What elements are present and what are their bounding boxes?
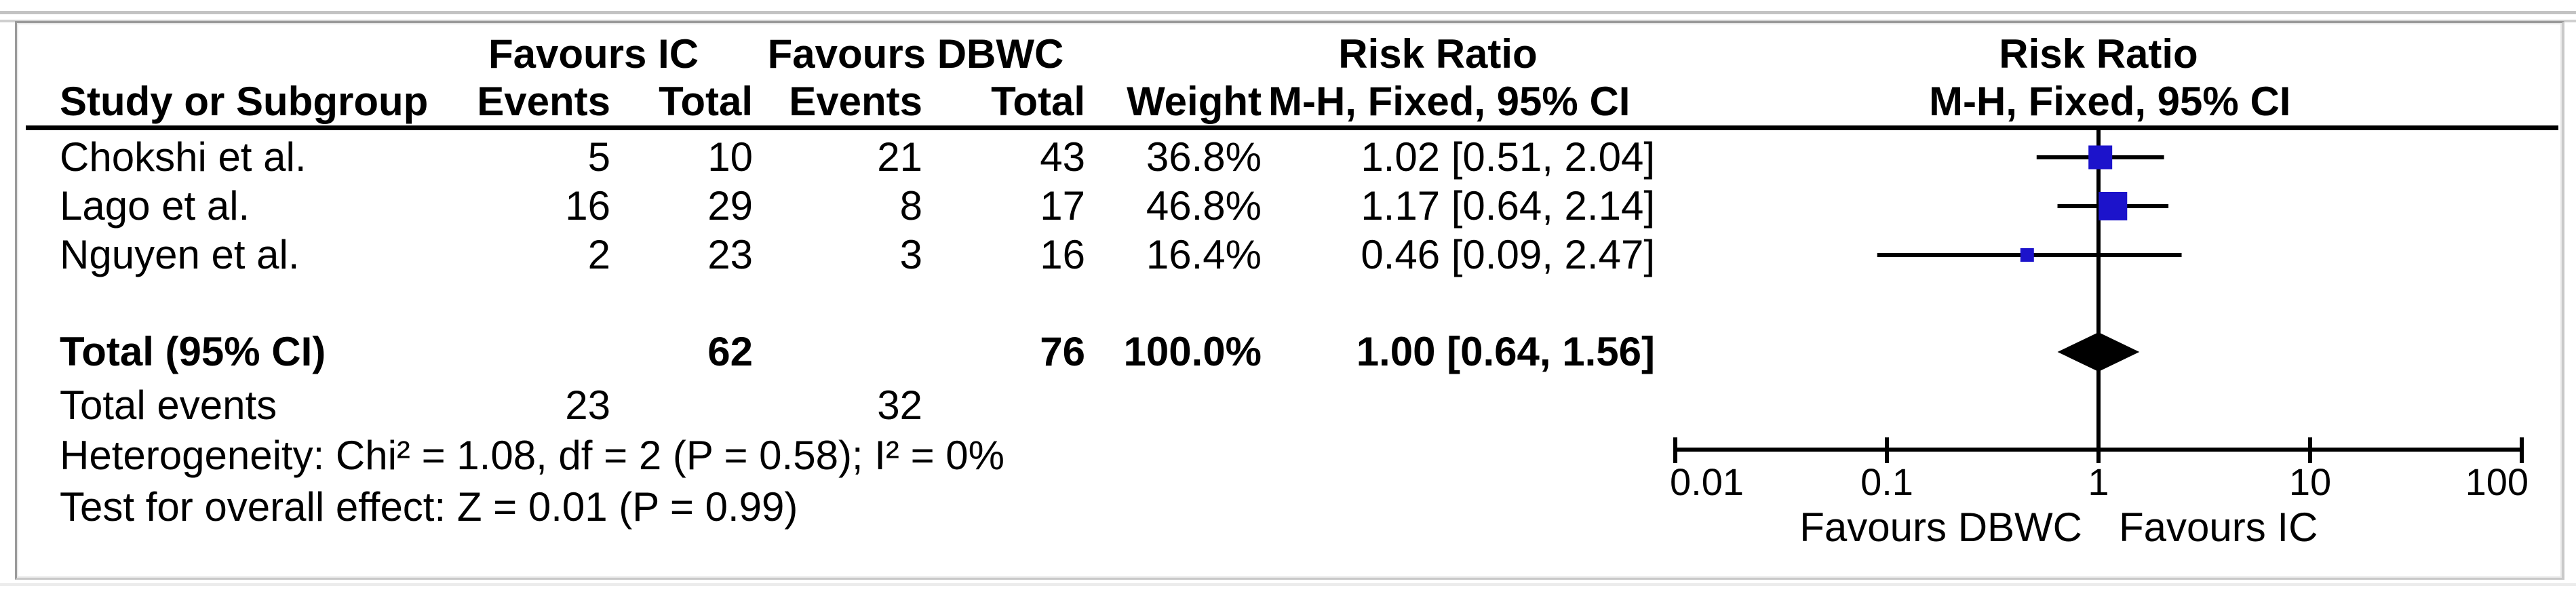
col-header-weight: Weight [1127,79,1262,124]
group-header-favours-dbwc: Favours DBWC [767,31,1064,77]
study-total-ic: 10 [707,134,753,180]
total-events-dbwc: 32 [877,382,922,428]
col-header-method-text: M-H, Fixed, 95% CI [1268,79,1631,124]
col-header-method-plot: M-H, Fixed, 95% CI [1929,79,2291,124]
study-name: Nguyen et al. [60,232,300,277]
axis-tick-label: 1 [2088,460,2109,503]
study-total-dbwc: 17 [1040,183,1085,229]
heterogeneity-line: Heterogeneity: Chi² = 1.08, df = 2 (P = … [60,433,1005,478]
study-name: Chokshi et al. [60,134,307,180]
total-weight: 100.0% [1123,329,1262,374]
total-label: Total (95% CI) [60,329,326,374]
axis-tick-label: 10 [2289,460,2331,503]
summary-diamond [2057,332,2140,372]
study-total-dbwc: 43 [1040,134,1085,180]
total-events-ic: 23 [565,382,610,428]
col-header-total-dbwc: Total [991,79,1085,124]
study-marker [2088,145,2113,170]
study-weight: 16.4% [1146,232,1262,277]
favours-left-label: Favours DBWC [1799,505,2082,550]
col-header-events-dbwc: Events [789,79,922,124]
axis-tick-label: 100 [2465,460,2529,503]
study-total-ic: 23 [707,232,753,277]
col-header-study: Study or Subgroup [60,79,429,124]
group-header-risk-ratio-plot: Risk Ratio [1999,31,2198,77]
study-marker [2020,248,2034,262]
total-rr-ci: 1.00 [0.64, 1.56] [1356,329,1655,374]
study-rr-ci: 1.02 [0.51, 2.04] [1361,134,1655,180]
study-marker [2099,192,2128,220]
total-ic: 62 [707,329,753,374]
study-events-ic: 2 [587,232,610,277]
study-events-dbwc: 3 [899,232,922,277]
group-header-risk-ratio-text: Risk Ratio [1338,31,1538,77]
study-total-ic: 29 [707,183,753,229]
col-header-total-ic: Total [659,79,753,124]
study-weight: 36.8% [1146,134,1262,180]
study-rr-ci: 0.46 [0.09, 2.47] [1361,232,1655,277]
total-events-label: Total events [60,382,277,428]
bottom-separator-line [0,583,2576,586]
favours-right-label: Favours IC [2119,505,2318,550]
group-header-favours-ic: Favours IC [488,31,699,77]
forest-plot-panel [15,21,2564,580]
study-total-dbwc: 16 [1040,232,1085,277]
overall-effect-line: Test for overall effect: Z = 0.01 (P = 0… [60,484,798,530]
study-name: Lago et al. [60,183,250,229]
top-separator-line [0,11,2576,14]
study-weight: 46.8% [1146,183,1262,229]
col-header-events-ic: Events [477,79,610,124]
axis-tick-label: 0.1 [1860,460,1913,503]
header-underline [26,125,2558,130]
study-events-dbwc: 8 [899,183,922,229]
total-dbwc: 76 [1040,329,1085,374]
study-events-ic: 16 [565,183,610,229]
axis-tick-label: 0.01 [1670,460,1744,503]
study-events-dbwc: 21 [877,134,922,180]
study-rr-ci: 1.17 [0.64, 2.14] [1361,183,1655,229]
study-events-ic: 5 [587,134,610,180]
